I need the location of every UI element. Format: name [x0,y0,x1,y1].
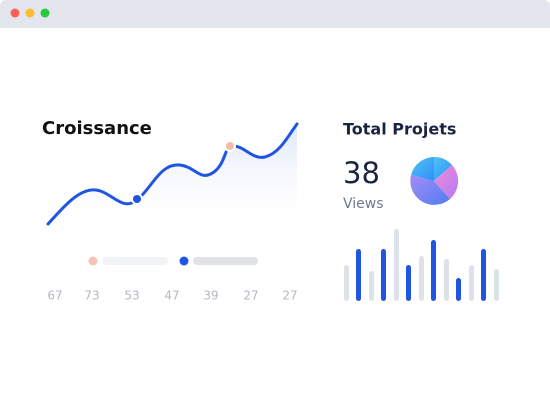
bar [481,249,486,301]
line-marker[interactable] [131,193,143,205]
projects-title: Total Projets [343,120,456,139]
x-label: 53 [124,289,139,303]
slider-dot[interactable] [179,256,189,266]
bar [381,249,386,301]
title-bar [0,0,550,28]
bar [406,265,411,301]
bar [456,278,461,301]
close-button[interactable] [10,8,20,18]
bar [356,249,361,301]
pie-slice [410,175,450,205]
pie-icon [410,156,459,205]
pie-slice [434,165,459,199]
bar [344,265,349,301]
slider-dot[interactable] [88,256,98,266]
x-label: 67 [47,289,62,303]
projects-unit: Views [343,196,384,212]
x-label: 27 [282,289,297,303]
bar [369,271,374,301]
line-marker[interactable] [224,140,236,152]
slider-track [193,257,258,265]
bar [469,265,474,301]
maximize-button[interactable] [40,8,50,18]
pie-slice [434,156,452,181]
bar [419,256,424,301]
slider-track [102,257,168,265]
x-label: 39 [203,289,218,303]
bar [494,269,499,301]
bar [431,240,436,301]
x-label: 73 [84,289,99,303]
pie-slice [411,157,434,181]
x-label: 27 [243,289,258,303]
bar [444,259,449,301]
growth-title: Croissance [42,118,152,139]
area-fill [48,124,297,230]
bar-icons [344,229,499,301]
x-label: 47 [164,289,179,303]
bar [394,229,399,301]
projects-count: 38 [343,156,380,190]
minimize-button[interactable] [25,8,35,18]
growth-line [46,122,299,226]
